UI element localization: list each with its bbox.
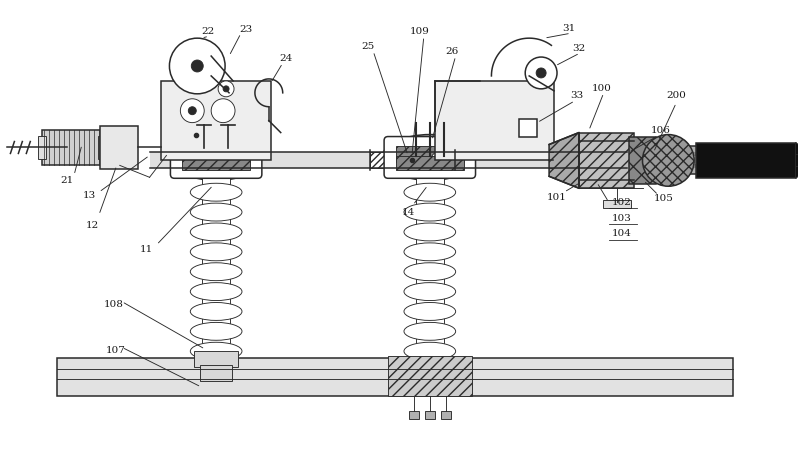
Text: 23: 23: [239, 25, 253, 34]
Ellipse shape: [190, 302, 242, 320]
Bar: [182, 147, 250, 162]
Circle shape: [188, 107, 196, 115]
Bar: [434, 81, 554, 160]
Bar: [162, 81, 271, 160]
Text: 109: 109: [410, 27, 430, 36]
Text: 200: 200: [666, 91, 686, 100]
Text: 32: 32: [572, 44, 586, 53]
Ellipse shape: [404, 183, 456, 201]
Bar: [182, 157, 250, 171]
Bar: [650, 147, 700, 174]
Text: 102: 102: [612, 198, 631, 207]
Circle shape: [215, 148, 233, 165]
Bar: [425, 411, 434, 419]
Bar: [602, 200, 630, 208]
Text: 14: 14: [402, 207, 414, 216]
Bar: [194, 351, 238, 367]
Bar: [100, 126, 138, 169]
Ellipse shape: [190, 223, 242, 241]
Circle shape: [218, 81, 234, 97]
Bar: [396, 147, 464, 162]
Bar: [519, 119, 537, 136]
Text: 22: 22: [202, 27, 215, 36]
Bar: [200, 365, 232, 381]
Text: 25: 25: [362, 41, 375, 50]
Ellipse shape: [404, 263, 456, 281]
Ellipse shape: [642, 135, 694, 186]
Ellipse shape: [190, 342, 242, 360]
Text: 26: 26: [445, 47, 458, 56]
Bar: [57, 358, 733, 396]
Circle shape: [170, 38, 225, 94]
Ellipse shape: [404, 243, 456, 261]
Bar: [38, 135, 46, 159]
Bar: [654, 153, 697, 168]
Bar: [202, 174, 230, 358]
Ellipse shape: [404, 203, 456, 221]
FancyBboxPatch shape: [170, 136, 262, 178]
Text: 105: 105: [654, 194, 674, 202]
Circle shape: [431, 152, 449, 169]
Ellipse shape: [382, 135, 478, 180]
Ellipse shape: [190, 283, 242, 301]
Ellipse shape: [190, 322, 242, 340]
Ellipse shape: [404, 302, 456, 320]
Text: 13: 13: [82, 191, 95, 200]
Text: 11: 11: [140, 245, 153, 254]
Text: 104: 104: [612, 230, 631, 238]
Text: 33: 33: [570, 91, 583, 100]
Ellipse shape: [169, 135, 264, 180]
Ellipse shape: [404, 342, 456, 360]
Circle shape: [191, 60, 203, 72]
Bar: [696, 143, 795, 178]
Bar: [441, 411, 450, 419]
Text: 100: 100: [592, 84, 612, 93]
Text: 31: 31: [562, 24, 575, 33]
Bar: [370, 153, 454, 168]
Bar: [98, 135, 106, 159]
Ellipse shape: [404, 322, 456, 340]
Text: 24: 24: [279, 54, 292, 63]
Bar: [150, 153, 626, 168]
Bar: [396, 157, 464, 171]
Circle shape: [526, 57, 557, 89]
Circle shape: [211, 99, 235, 123]
Ellipse shape: [190, 183, 242, 201]
Bar: [409, 411, 419, 419]
Circle shape: [223, 86, 229, 92]
Ellipse shape: [190, 263, 242, 281]
Text: 103: 103: [612, 214, 631, 223]
Ellipse shape: [404, 283, 456, 301]
Text: 21: 21: [61, 176, 74, 185]
Bar: [42, 130, 102, 165]
Bar: [416, 174, 444, 358]
Ellipse shape: [190, 203, 242, 221]
Circle shape: [536, 68, 546, 78]
Bar: [579, 133, 634, 188]
Text: 107: 107: [106, 346, 126, 355]
Polygon shape: [795, 143, 800, 178]
Bar: [388, 356, 471, 396]
Bar: [654, 157, 696, 164]
Ellipse shape: [404, 223, 456, 241]
Text: 12: 12: [86, 220, 98, 230]
Text: 108: 108: [104, 300, 124, 309]
Text: 106: 106: [650, 126, 670, 135]
FancyBboxPatch shape: [384, 136, 475, 178]
Polygon shape: [549, 133, 579, 188]
Text: 101: 101: [547, 193, 567, 202]
Circle shape: [180, 99, 204, 123]
Ellipse shape: [190, 243, 242, 261]
Bar: [629, 136, 657, 184]
